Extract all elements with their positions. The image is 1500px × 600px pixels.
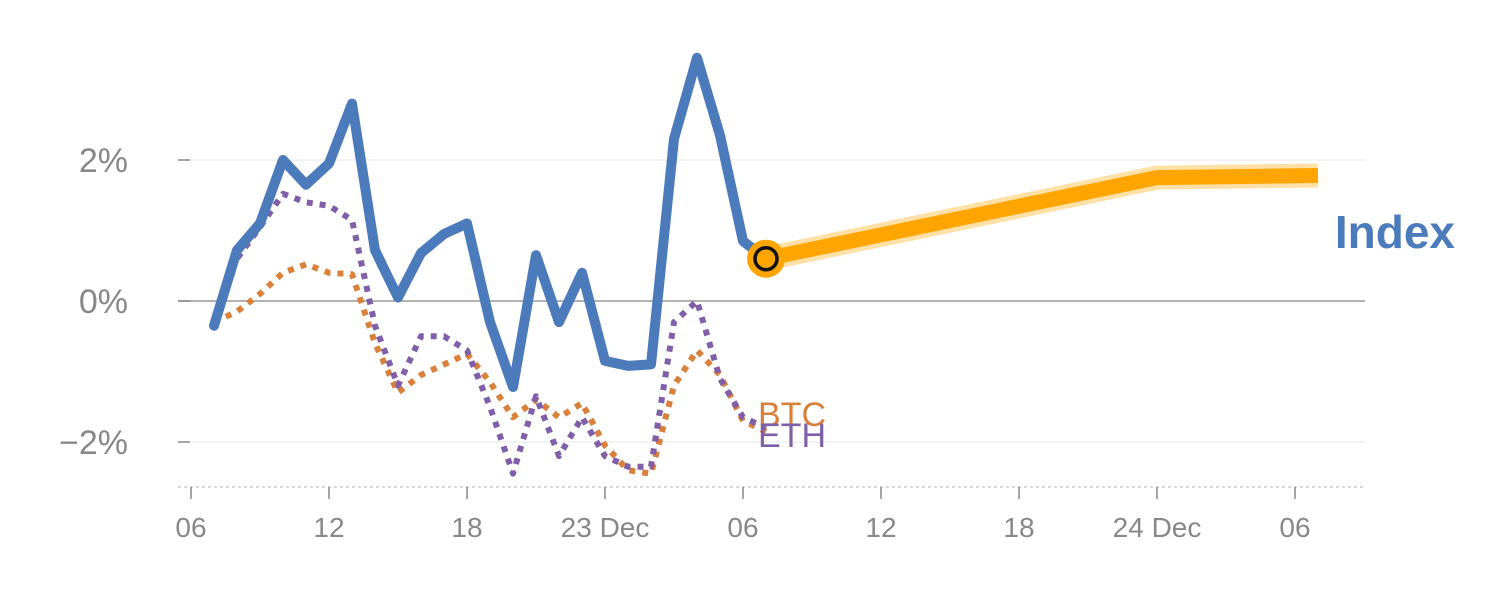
x-tick-label: 18	[451, 512, 482, 543]
y-tick-label: 2%	[79, 142, 128, 180]
x-tick-label: 18	[1003, 512, 1034, 543]
y-tick-label: 0%	[79, 283, 128, 321]
eth-series-line	[211, 190, 768, 477]
x-tick-label: 12	[865, 512, 896, 543]
x-tick-label: 12	[313, 512, 344, 543]
x-tick-label: 06	[1279, 512, 1310, 543]
btc-series-label: BTC	[758, 396, 826, 434]
index-series-label: Index	[1335, 206, 1456, 258]
current-point-marker	[753, 245, 779, 272]
x-tick-label: 06	[727, 512, 758, 543]
eth-series-label: ETH	[758, 417, 826, 455]
grid-lines	[178, 159, 1365, 443]
x-tick-label: 06	[175, 512, 206, 543]
index-series-line	[209, 52, 771, 392]
axes: 2% 0% −2% 06 12 18 23 Dec 06 12 18 24 Dec 06	[59, 142, 1365, 543]
x-tick-label: 24 Dec	[1113, 512, 1202, 543]
forecast-series-line	[764, 168, 1319, 267]
x-tick-label: 23 Dec	[561, 512, 650, 543]
y-tick-label: −2%	[59, 424, 128, 462]
series-lines	[209, 52, 1319, 477]
